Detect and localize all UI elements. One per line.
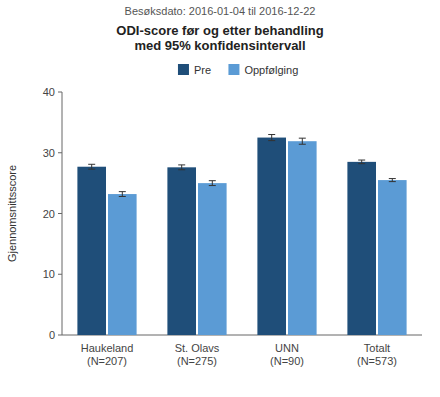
bar xyxy=(347,162,376,335)
error-bar xyxy=(268,135,275,141)
text-line: (N=573) xyxy=(357,355,397,367)
y-tick-label: 20 xyxy=(43,208,55,220)
y-tick-label: 30 xyxy=(43,147,55,159)
text-line: UNN xyxy=(275,342,299,354)
error-line xyxy=(302,138,303,144)
bar xyxy=(378,180,407,335)
y-axis-line xyxy=(62,92,63,335)
legend-label: Pre xyxy=(194,64,211,76)
x-axis: Haukeland(N=207) St. Olavs(N=275) UNN(N=90… xyxy=(81,342,397,367)
y-tick xyxy=(58,213,62,214)
bars xyxy=(77,135,406,335)
y-tick xyxy=(58,335,62,336)
bar xyxy=(167,167,196,335)
error-line xyxy=(91,164,92,169)
chart-container: Besøksdato: 2016-01-04 til 2016-12-22 ODI… xyxy=(0,0,440,397)
title: ODI-score før og etter behandlingmed 95%… xyxy=(116,23,323,53)
x-tick-label: St. Olavs(N=275) xyxy=(175,342,220,367)
text-line: St. Olavs xyxy=(175,342,220,354)
bar xyxy=(108,194,137,335)
error-cap xyxy=(358,163,365,164)
error-cap xyxy=(119,196,126,197)
legend-swatch xyxy=(228,64,239,75)
error-line xyxy=(271,135,272,141)
error-cap xyxy=(88,169,95,170)
error-line xyxy=(122,192,123,197)
error-cap xyxy=(299,138,306,139)
error-line xyxy=(181,165,182,170)
text-line: (N=207) xyxy=(87,355,127,367)
error-cap xyxy=(389,181,396,182)
error-bar xyxy=(358,160,365,164)
y-axis-label: Gjennomsnittsscore xyxy=(6,165,18,262)
y-tick xyxy=(58,274,62,275)
error-line xyxy=(212,181,213,186)
error-bar xyxy=(88,164,95,169)
bar xyxy=(198,183,227,335)
chart-svg: Besøksdato: 2016-01-04 til 2016-12-22 ODI… xyxy=(0,0,440,397)
bar xyxy=(257,138,286,335)
bar xyxy=(77,167,106,335)
error-cap xyxy=(178,164,185,165)
y-axis: 0 10 20 30 40 xyxy=(43,86,422,341)
error-cap xyxy=(209,185,216,186)
error-bar xyxy=(389,179,396,182)
error-bar xyxy=(119,192,126,197)
x-tick-label: UNN(N=90) xyxy=(270,342,304,367)
text-line: (N=90) xyxy=(270,355,304,367)
bar xyxy=(288,141,317,335)
y-tick xyxy=(58,92,62,93)
y-tick xyxy=(58,152,62,153)
error-line xyxy=(361,160,362,164)
y-tick-label: 40 xyxy=(43,86,55,98)
y-tick-label: 10 xyxy=(43,268,55,280)
error-cap xyxy=(389,178,396,179)
x-tick-label: Totalt(N=573) xyxy=(357,342,397,367)
text-line: (N=275) xyxy=(177,355,217,367)
error-cap xyxy=(299,144,306,145)
x-tick-label: Haukeland(N=207) xyxy=(81,342,134,367)
error-cap xyxy=(119,191,126,192)
text-line: ODI-score før og etter behandling xyxy=(116,23,323,38)
y-tick-label: 0 xyxy=(49,329,55,341)
text-line: Totalt xyxy=(364,342,390,354)
text-line: Haukeland xyxy=(81,342,134,354)
error-bar xyxy=(178,165,185,170)
subtitle: Besøksdato: 2016-01-04 til 2016-12-22 xyxy=(125,5,316,17)
error-cap xyxy=(178,169,185,170)
error-cap xyxy=(88,164,95,165)
error-cap xyxy=(209,180,216,181)
error-cap xyxy=(268,140,275,141)
legend-swatch xyxy=(178,64,189,75)
error-cap xyxy=(268,134,275,135)
legend-label: Oppfølging xyxy=(244,64,298,76)
error-bar xyxy=(209,181,216,186)
text-line: med 95% konfidensintervall xyxy=(134,38,305,53)
legend: Pre Oppfølging xyxy=(178,64,298,76)
error-cap xyxy=(358,160,365,161)
error-bar xyxy=(299,138,306,144)
